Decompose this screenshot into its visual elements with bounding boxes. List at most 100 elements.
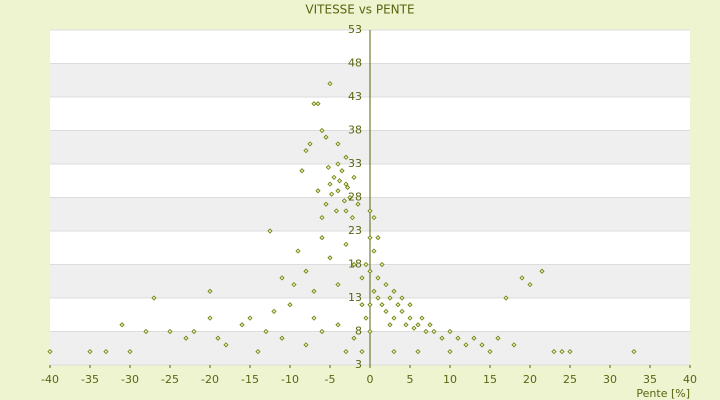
x-tick-label: -40 — [41, 373, 59, 386]
point — [367, 328, 373, 335]
point — [539, 268, 545, 274]
point — [395, 302, 401, 308]
point — [479, 342, 485, 348]
point — [339, 168, 345, 174]
point — [279, 335, 285, 341]
point — [267, 228, 273, 234]
point — [351, 261, 357, 268]
point — [325, 164, 331, 170]
point — [375, 295, 381, 301]
x-tick-label: 5 — [407, 373, 414, 386]
y-tick-label: 48 — [348, 57, 362, 70]
y-tick-label: 8 — [355, 325, 362, 338]
point — [223, 342, 229, 348]
x-tick-label: 0 — [367, 373, 374, 386]
x-tick-label: 15 — [483, 373, 497, 386]
point — [379, 261, 385, 268]
point — [315, 188, 321, 194]
point — [167, 328, 173, 335]
point — [503, 295, 509, 301]
point — [519, 275, 525, 281]
point — [379, 302, 385, 308]
point — [423, 328, 429, 335]
point — [327, 181, 333, 187]
point — [303, 148, 309, 154]
point — [391, 349, 397, 355]
point — [119, 322, 125, 328]
point — [295, 248, 301, 254]
point — [363, 261, 369, 268]
point — [371, 248, 377, 254]
x-tick-label: 35 — [643, 373, 657, 386]
point — [407, 302, 413, 308]
point — [291, 282, 297, 288]
point — [387, 295, 393, 301]
point — [567, 349, 573, 355]
point — [247, 315, 253, 321]
point — [323, 201, 329, 207]
point — [359, 275, 365, 281]
point — [371, 215, 377, 221]
y-tick-label: 33 — [348, 157, 362, 170]
point — [495, 335, 501, 341]
y-tick-label: 53 — [348, 23, 362, 36]
point — [303, 342, 309, 348]
x-tick-label: -25 — [161, 373, 179, 386]
x-tick-label: -35 — [81, 373, 99, 386]
point — [447, 328, 453, 335]
point — [319, 215, 325, 221]
point — [463, 342, 469, 348]
chart-title: VITESSE vs PENTE — [305, 3, 414, 17]
point — [287, 302, 293, 308]
point — [335, 282, 341, 288]
point — [103, 349, 109, 355]
point — [419, 315, 425, 321]
point — [207, 288, 213, 294]
point — [427, 322, 433, 328]
point — [87, 349, 93, 355]
y-tick-label: 23 — [348, 224, 362, 237]
point — [359, 302, 365, 308]
point — [303, 268, 309, 274]
x-tick-label: 20 — [523, 373, 537, 386]
point — [207, 315, 213, 321]
y-tick-label: 43 — [348, 90, 362, 103]
point — [311, 315, 317, 321]
point — [183, 335, 189, 341]
point — [319, 235, 325, 241]
point — [399, 295, 405, 301]
point — [327, 255, 333, 261]
point — [307, 141, 313, 147]
point — [399, 308, 405, 314]
point — [239, 322, 245, 328]
point — [387, 322, 393, 328]
point — [363, 315, 369, 321]
point — [367, 208, 373, 214]
point — [375, 235, 381, 241]
point — [407, 315, 413, 321]
x-tick-label: -15 — [241, 373, 259, 386]
point — [383, 308, 389, 314]
point — [403, 322, 409, 328]
point — [127, 349, 133, 355]
point — [527, 282, 533, 288]
point — [345, 184, 351, 191]
x-tick-label: -10 — [281, 373, 299, 386]
point — [367, 302, 373, 308]
point — [343, 349, 349, 355]
point — [335, 188, 341, 194]
point — [315, 101, 321, 107]
point — [355, 201, 361, 207]
point — [327, 81, 333, 87]
point — [191, 328, 197, 335]
point — [337, 178, 343, 184]
point — [343, 241, 349, 247]
point — [471, 335, 477, 341]
point — [255, 349, 261, 355]
point — [263, 328, 269, 335]
point — [559, 349, 565, 355]
point — [439, 335, 445, 341]
point — [333, 208, 339, 214]
y-tick-label: 13 — [348, 291, 362, 304]
